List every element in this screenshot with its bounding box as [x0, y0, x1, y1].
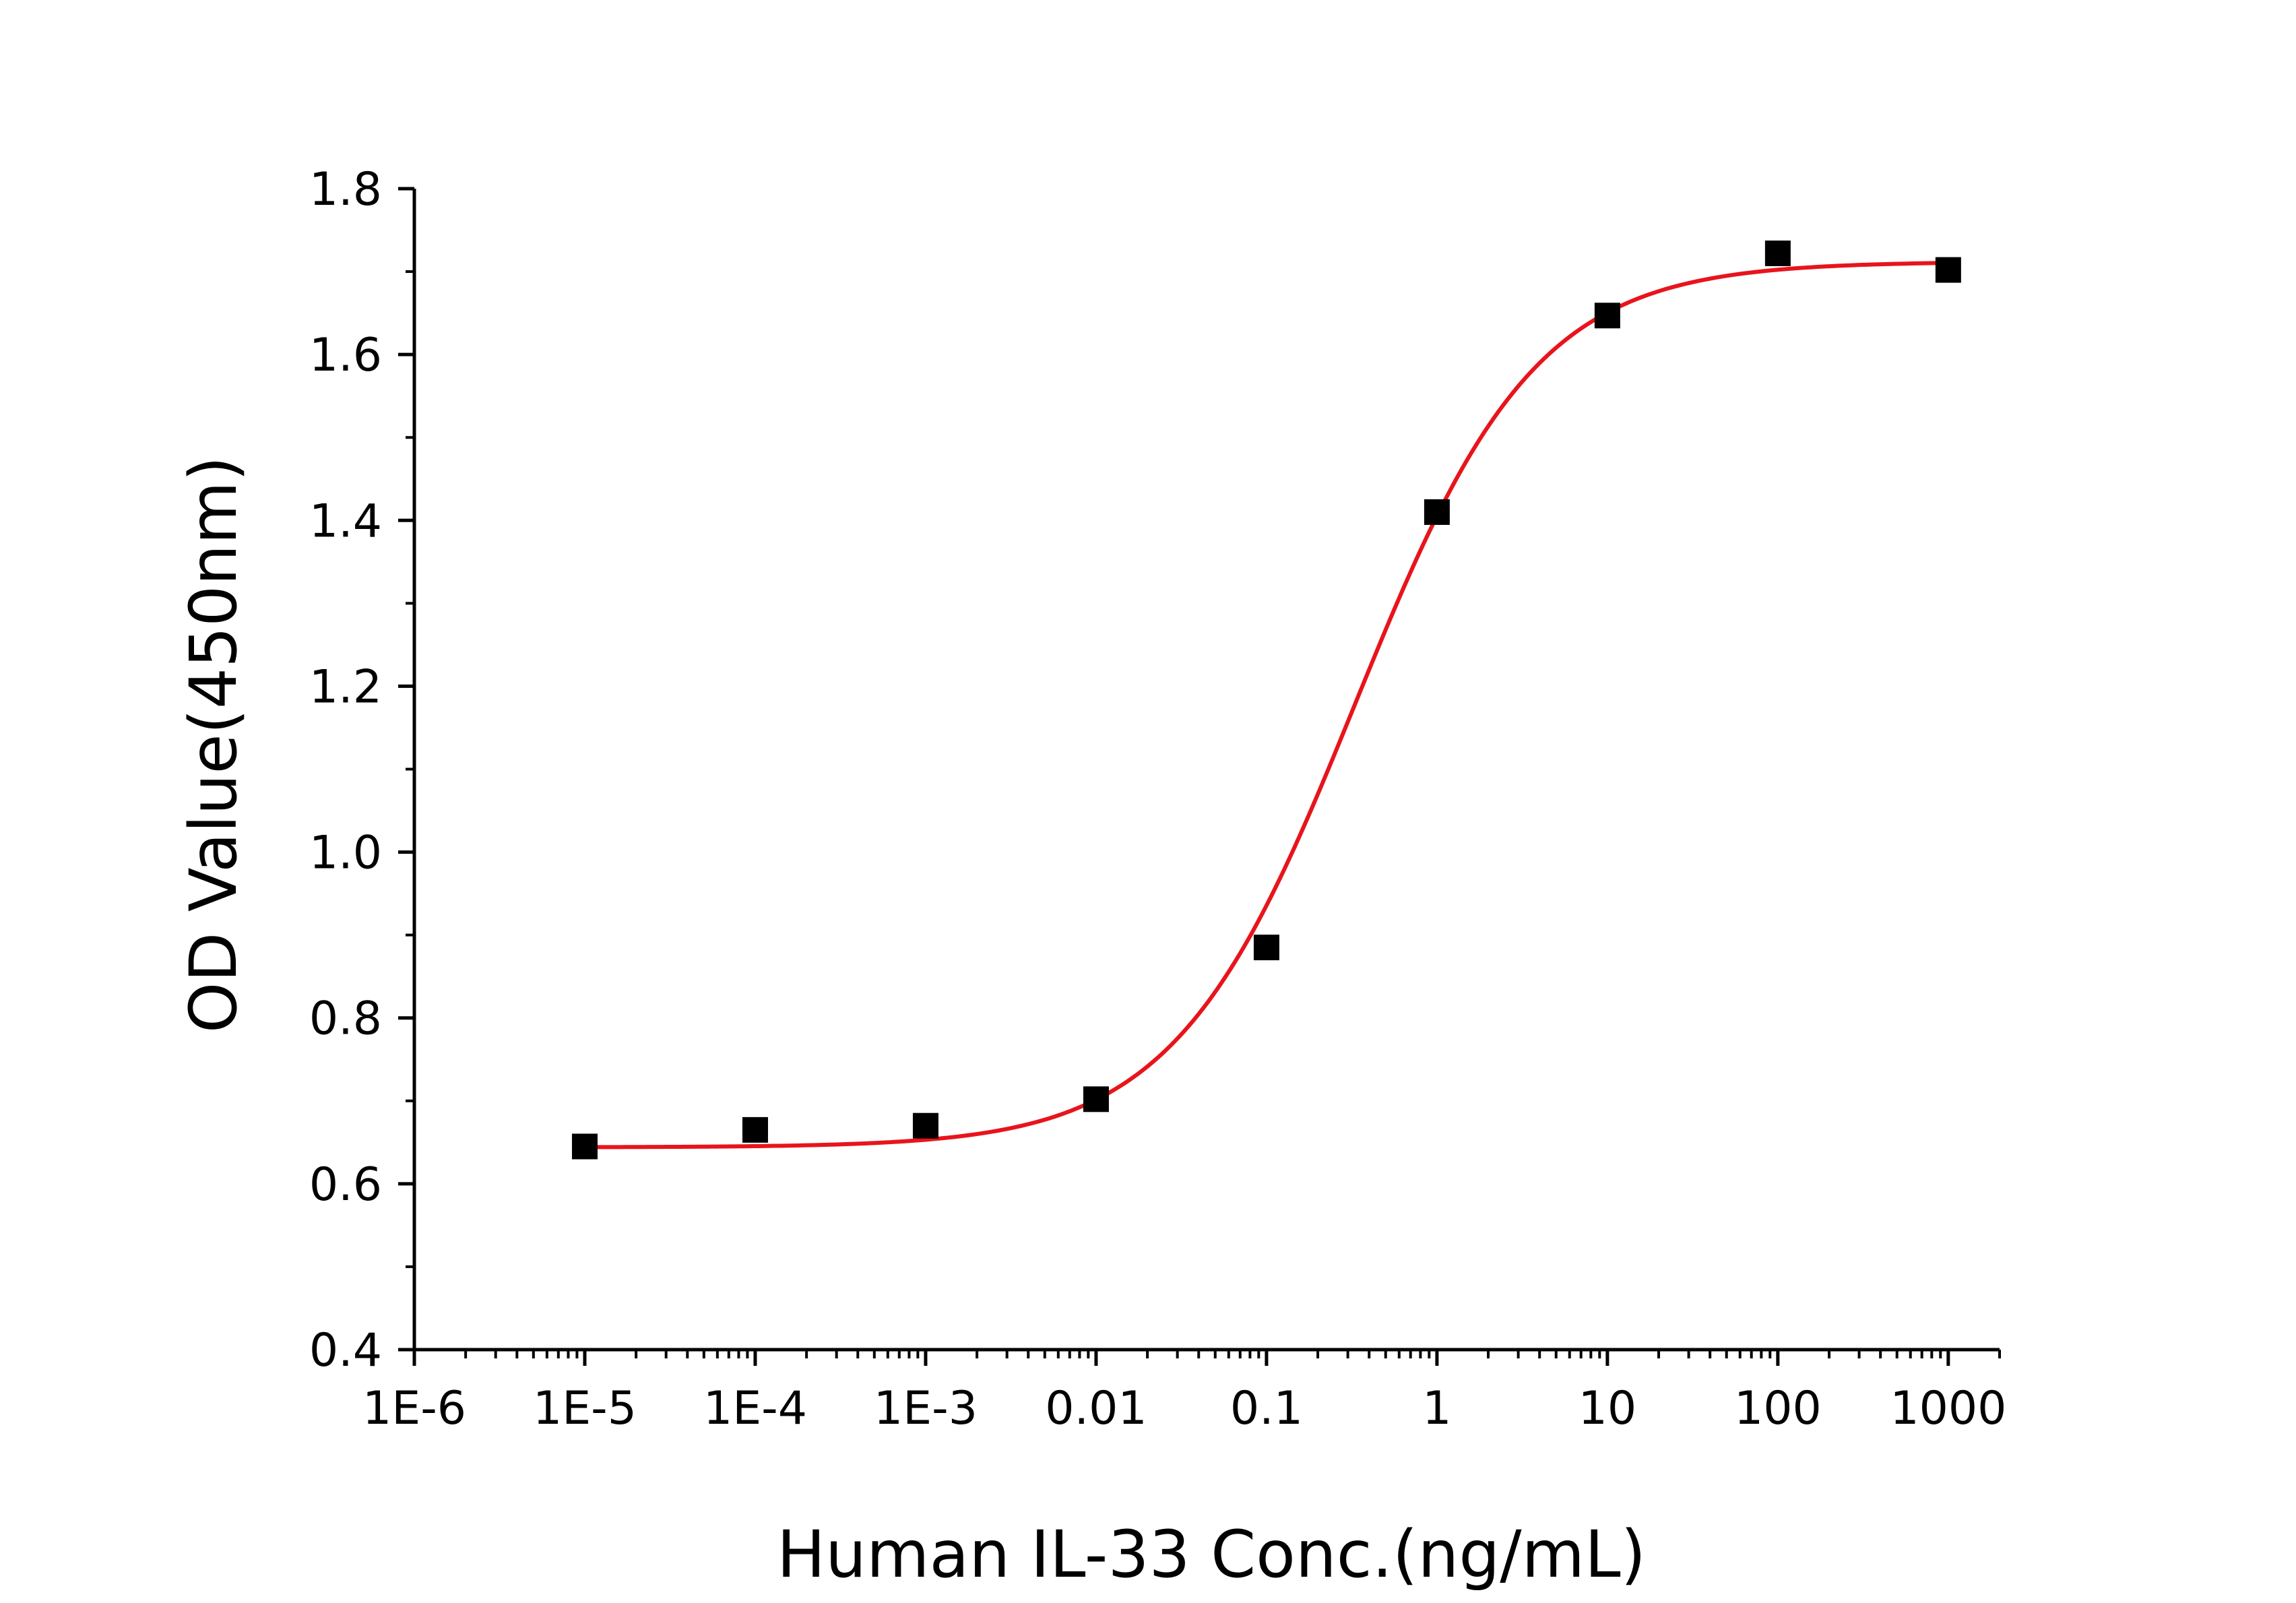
y-tick-label: 0.8 — [309, 993, 382, 1046]
data-point — [912, 1112, 938, 1139]
y-axis-title: OD Value(450nm) — [176, 456, 251, 1033]
y-tick-label: 0.6 — [309, 1158, 382, 1212]
x-tick-label: 1E-6 — [362, 1382, 466, 1435]
x-tick-label: 0.1 — [1230, 1382, 1303, 1435]
data-point — [1424, 499, 1450, 525]
x-tick-label: 1 — [1422, 1382, 1451, 1435]
x-tick-label: 10 — [1578, 1382, 1637, 1435]
data-point — [1083, 1086, 1109, 1112]
y-tick-label: 0.4 — [309, 1324, 382, 1377]
y-tick-label: 1.8 — [309, 163, 382, 216]
y-tick-label: 1.4 — [309, 495, 382, 548]
x-tick-label: 1E-3 — [874, 1382, 978, 1435]
y-tick-label: 1.0 — [309, 827, 382, 880]
x-tick-label: 1E-5 — [533, 1382, 637, 1435]
data-point — [1935, 257, 1961, 283]
y-tick-label: 1.6 — [309, 329, 382, 382]
x-axis-title: Human IL-33 Conc.(ng/mL) — [777, 1517, 1646, 1592]
y-tick-label: 1.2 — [309, 660, 382, 714]
data-point — [742, 1117, 768, 1143]
x-tick-label: 100 — [1734, 1382, 1822, 1435]
data-point — [1764, 240, 1791, 266]
y-axis-ticks: 0.4 0.6 0.8 1.0 1.2 1.4 1.6 1.8 — [309, 163, 414, 1377]
x-tick-label: 0.01 — [1045, 1382, 1147, 1435]
axes — [412, 189, 2000, 1352]
data-point — [571, 1133, 598, 1160]
x-axis-ticks: 1E-6 1E-5 1E-4 1E-3 0.01 0.1 1 10 100 1000 — [362, 1350, 2006, 1435]
fit-curve-line — [584, 261, 1948, 1150]
x-tick-label: 1E-4 — [703, 1382, 807, 1435]
fit-curve-layer — [584, 261, 1948, 1150]
x-tick-label: 1000 — [1890, 1382, 2006, 1435]
data-point — [1253, 935, 1279, 961]
data-points-layer — [571, 240, 1961, 1160]
data-point — [1594, 303, 1620, 329]
